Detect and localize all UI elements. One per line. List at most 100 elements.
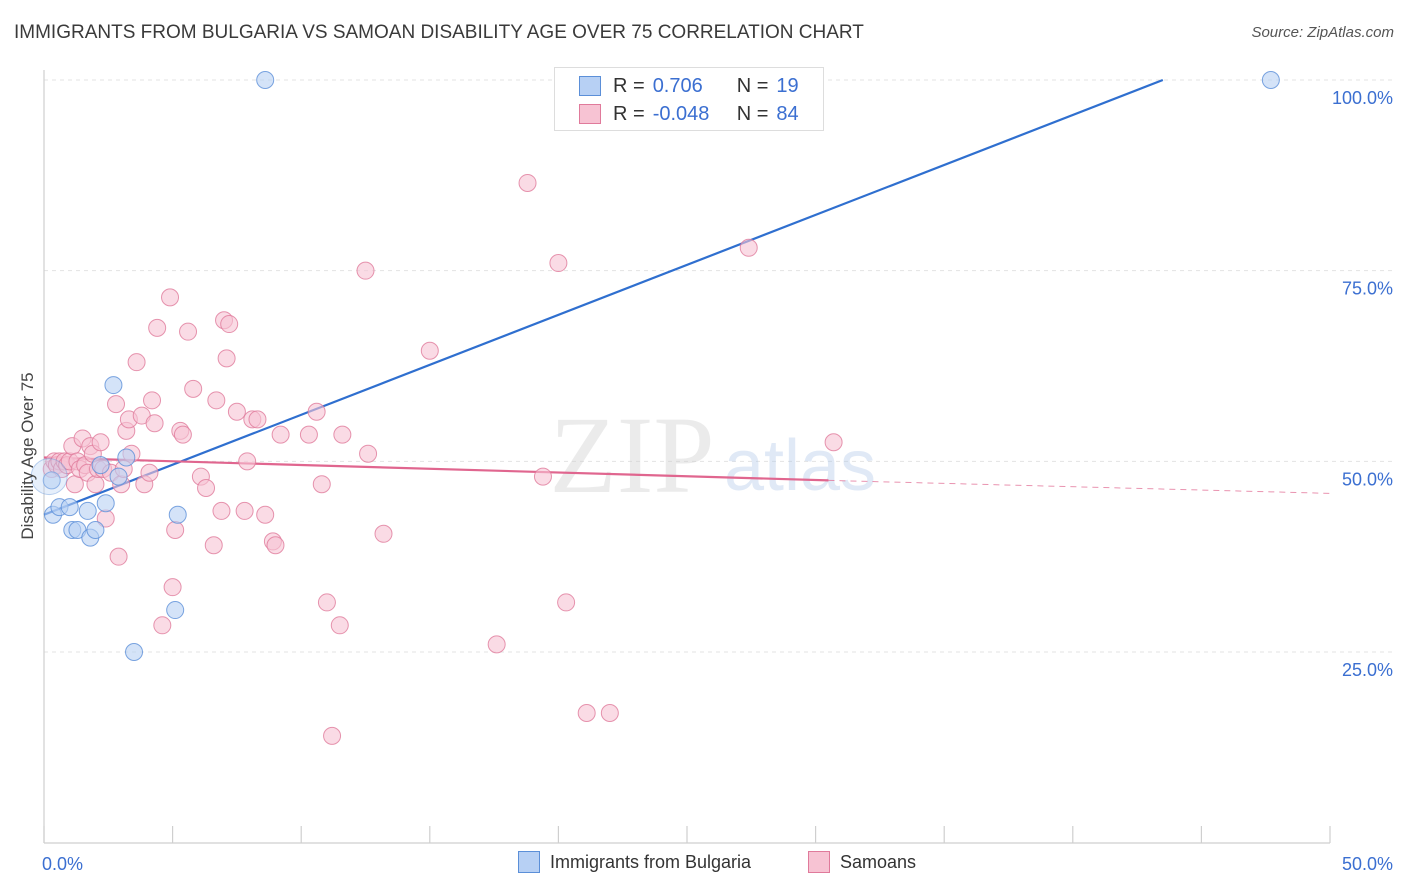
grid-lines <box>44 79 1395 653</box>
point-samoans <box>739 238 758 257</box>
point-samoans <box>91 433 110 452</box>
point-bulgaria <box>1261 71 1280 89</box>
point-samoans <box>148 318 167 337</box>
trend-line-samoans <box>43 456 829 482</box>
point-bulgaria <box>60 498 79 517</box>
series-legend: Immigrants from Bulgaria Samoans <box>0 851 1406 879</box>
point-samoans <box>323 726 342 745</box>
point-samoans <box>330 616 349 635</box>
point-samoans <box>487 635 506 654</box>
point-samoans <box>256 505 275 524</box>
point-samoans <box>317 593 336 612</box>
legend-n-label: N = <box>736 102 769 125</box>
point-samoans <box>212 501 231 520</box>
point-samoans <box>420 341 439 360</box>
point-samoans <box>179 322 198 341</box>
point-bulgaria <box>125 643 144 661</box>
point-samoans <box>204 536 223 555</box>
point-samoans <box>173 425 192 444</box>
point-samoans <box>266 536 285 555</box>
point-samoans <box>109 547 128 566</box>
point-samoans <box>220 315 239 334</box>
point-bulgaria <box>91 456 110 475</box>
point-bulgaria <box>168 505 187 524</box>
watermark-atlas: atlas <box>724 426 876 506</box>
trend-line-bulgaria <box>43 78 1164 516</box>
legend-r-value-samoans: -0.048 <box>652 102 710 125</box>
x-tick-labels: 0.0% 50.0% <box>42 854 1393 874</box>
point-samoans <box>86 475 105 494</box>
point-samoans <box>549 254 568 273</box>
point-samoans <box>577 704 596 723</box>
point-samoans <box>557 593 576 612</box>
y-tick-label: 100.0% <box>1332 88 1393 108</box>
point-samoans <box>533 467 552 486</box>
point-samoans <box>153 616 172 635</box>
point-samoans <box>184 379 203 398</box>
point-samoans <box>207 391 226 410</box>
point-samoans <box>307 402 326 421</box>
legend-n-value-samoans: 84 <box>776 102 799 125</box>
point-samoans <box>356 261 375 280</box>
point-samoans <box>140 463 159 482</box>
legend-swatch-samoans <box>579 104 601 124</box>
stats-legend: R = 0.706 N = 19 R = -0.048 N = 84 <box>554 67 824 131</box>
legend-r-label: R = <box>613 102 645 125</box>
series-label-bulgaria: Immigrants from Bulgaria <box>550 851 752 872</box>
point-samoans <box>299 425 318 444</box>
point-samoans <box>163 578 182 597</box>
series-legend-bulgaria[interactable]: Immigrants from Bulgaria <box>518 851 751 873</box>
point-samoans <box>107 395 126 414</box>
legend-swatch-bulgaria <box>579 76 601 96</box>
point-samoans <box>161 288 180 307</box>
legend-n-label: N = <box>736 74 769 97</box>
point-bulgaria <box>86 520 105 539</box>
series-label-samoans: Samoans <box>840 851 917 872</box>
point-bulgaria <box>104 376 123 395</box>
y-tick-labels: 25.0% 50.0% 75.0% 100.0% <box>1332 88 1393 680</box>
y-tick-label: 75.0% <box>1342 279 1393 299</box>
point-samoans <box>143 391 162 410</box>
point-samoans <box>333 425 352 444</box>
chart-title: IMMIGRANTS FROM BULGARIA VS SAMOAN DISAB… <box>14 22 864 43</box>
point-samoans <box>238 452 257 471</box>
point-samoans <box>145 414 164 433</box>
point-bulgaria <box>96 494 115 513</box>
trend-lines <box>43 78 1331 516</box>
point-bulgaria <box>42 471 61 490</box>
point-samoans <box>227 402 246 421</box>
point-samoans <box>312 475 331 494</box>
point-samoans <box>235 501 254 520</box>
y-tick-label: 50.0% <box>1342 469 1393 489</box>
watermark: ZIP atlas <box>550 394 877 516</box>
series-swatch-bulgaria <box>518 851 540 873</box>
point-bulgaria <box>109 467 128 486</box>
x-tick-label: 0.0% <box>42 854 83 874</box>
legend-r-value-bulgaria: 0.706 <box>652 74 703 97</box>
data-points <box>30 71 1280 745</box>
point-bulgaria <box>166 601 185 620</box>
y-tick-label: 25.0% <box>1342 660 1393 680</box>
y-axis-label: Disability Age Over 75 <box>18 372 37 540</box>
legend-row-samoans: R = -0.048 N = 84 <box>579 102 799 126</box>
point-samoans <box>217 349 236 368</box>
legend-n-value-bulgaria: 19 <box>776 74 799 97</box>
point-bulgaria <box>117 448 136 467</box>
point-samoans <box>600 704 619 723</box>
point-bulgaria <box>256 71 275 89</box>
point-samoans <box>271 425 290 444</box>
point-samoans <box>197 479 216 498</box>
point-samoans <box>248 410 267 429</box>
source-label: Source: ZipAtlas.com <box>1251 24 1394 41</box>
point-samoans <box>518 173 537 192</box>
point-bulgaria <box>78 501 97 520</box>
legend-row-bulgaria: R = 0.706 N = 19 <box>579 74 799 98</box>
trend-line-samoans-extension <box>828 479 1331 494</box>
legend-r-label: R = <box>613 74 645 97</box>
point-bulgaria-large <box>30 458 68 496</box>
point-samoans <box>127 353 146 372</box>
point-samoans <box>824 433 843 452</box>
point-samoans <box>359 444 378 463</box>
series-legend-samoans[interactable]: Samoans <box>808 851 916 873</box>
